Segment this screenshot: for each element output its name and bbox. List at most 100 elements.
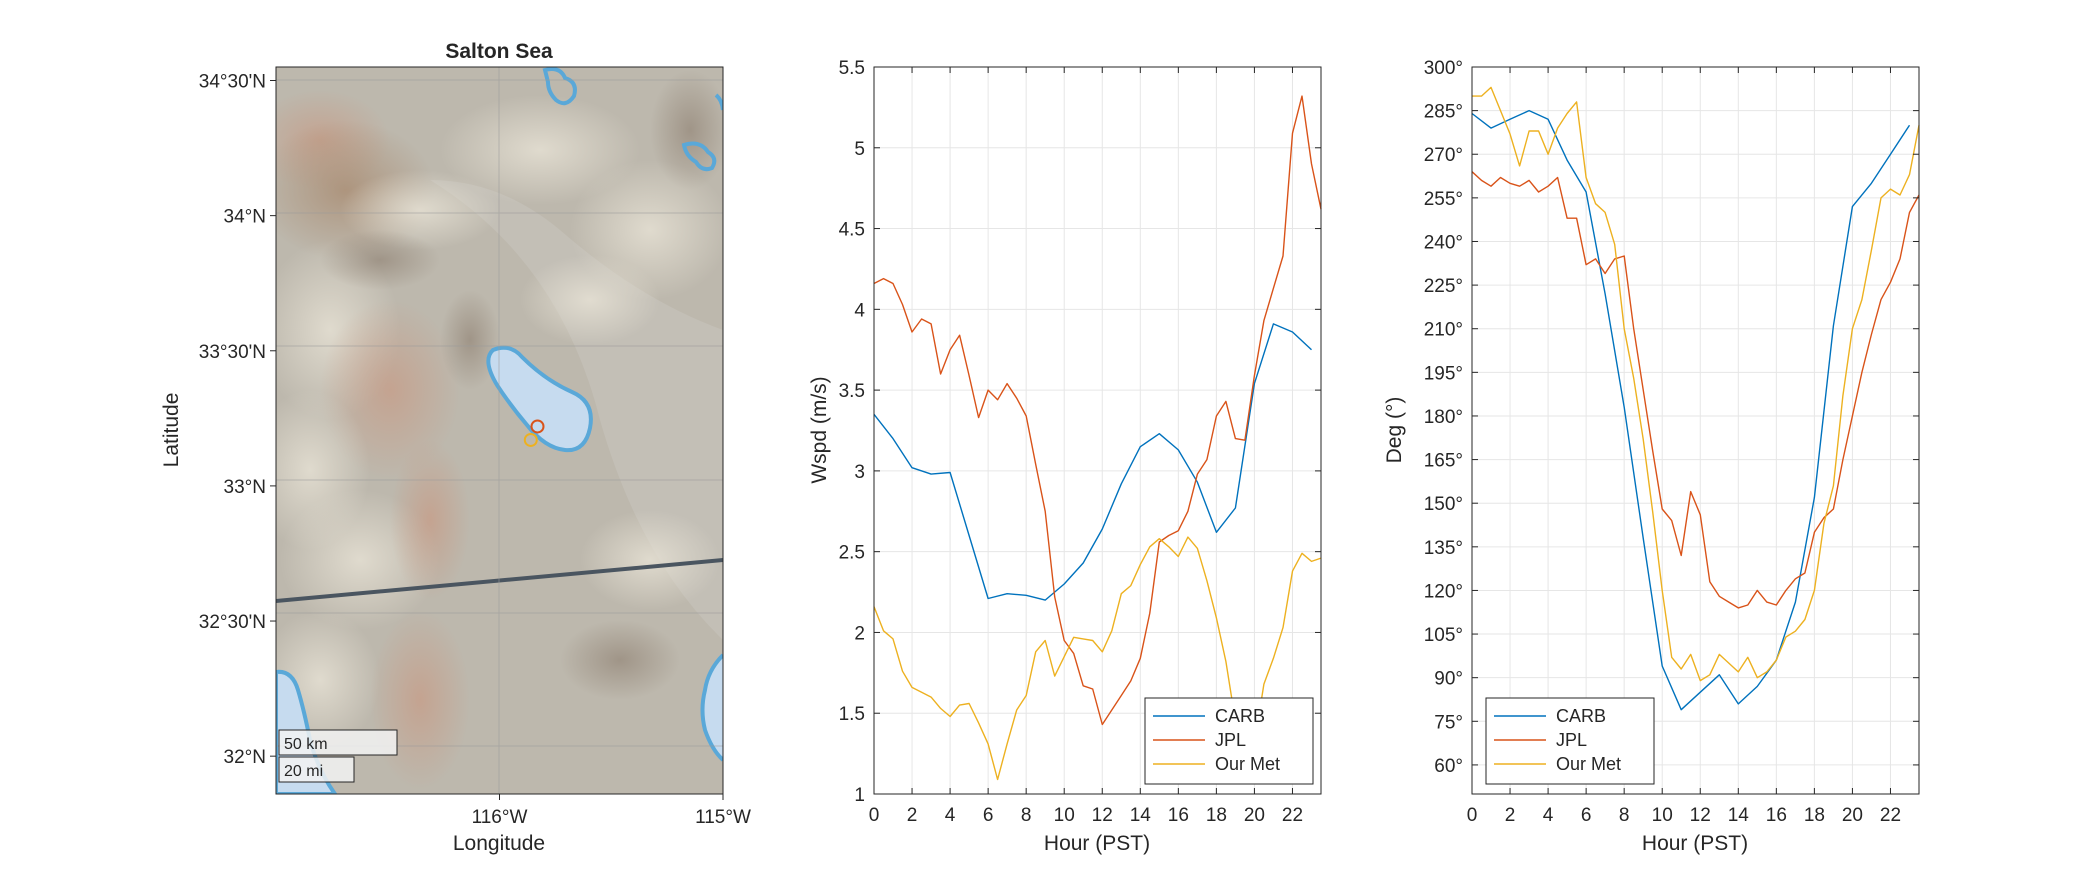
wind-direction-ticks: 0 2 4 6 8 10 12 14 16 18 20 22 60° 75° 90° 105° 120° 135°… [1424, 58, 1919, 826]
y-tick-label: 2.5 [839, 543, 865, 564]
wind-speed-panel: 0 2 4 6 8 10 12 14 16 18 20 2211.522.533.544.555.5 … [808, 58, 1322, 855]
map-basemap[interactable] [250, 67, 730, 794]
ridge-shading [520, 255, 660, 345]
wind-direction-xlabel: Hour (PST) [1642, 832, 1748, 855]
lon-tick-label: 115°W [695, 807, 751, 828]
y-tick-label: 270° [1424, 145, 1463, 166]
y-tick-label: 90° [1434, 669, 1463, 690]
x-tick-label: 6 [1581, 805, 1592, 826]
y-tick-label: 4 [854, 300, 865, 321]
ridge-shading [440, 95, 640, 205]
legend-label: JPL [1556, 730, 1587, 750]
map-xlabel: Longitude [453, 832, 545, 855]
station-marker-our-met[interactable] [523, 432, 538, 447]
lon-tick-label: 116°W [472, 807, 528, 828]
map-scalebar: 50 km 20 mi [278, 729, 398, 783]
lat-tick-label: 33°N [224, 477, 266, 498]
x-tick-label: 20 [1244, 805, 1265, 826]
wind-direction-axes-box [1471, 66, 1920, 795]
lat-tick-label: 34°N [224, 207, 266, 228]
legend-box [1144, 697, 1314, 785]
y-tick-label: 225° [1424, 276, 1463, 297]
ridge-shading [370, 610, 470, 790]
y-tick-label: 255° [1424, 189, 1463, 210]
x-tick-label: 22 [1880, 805, 1901, 826]
ridge-shading [580, 510, 720, 610]
y-tick-label: 1 [854, 785, 865, 806]
ridge-shading [650, 70, 723, 190]
x-tick-label: 6 [983, 805, 994, 826]
x-tick-label: 10 [1652, 805, 1673, 826]
wind-speed-axes-box [873, 66, 1322, 795]
wind-direction-legend[interactable]: CARB JPL Our Met [1485, 697, 1655, 785]
series-line-carb[interactable] [873, 323, 1312, 601]
x-tick-label: 18 [1804, 805, 1825, 826]
legend-label: JPL [1215, 730, 1246, 750]
y-tick-label: 180° [1424, 407, 1463, 428]
lake-outline [681, 141, 717, 172]
y-tick-label: 1.5 [839, 704, 865, 725]
wind-direction-ylabel: Deg (°) [1383, 397, 1406, 464]
wind-speed-xlabel: Hour (PST) [1044, 832, 1150, 855]
map-ylabel: Latitude [160, 393, 183, 468]
scalebar-km-label: 50 km [284, 736, 328, 753]
legend-label: CARB [1556, 706, 1606, 726]
scalebar-mi-box [278, 756, 355, 783]
x-tick-label: 4 [1543, 805, 1554, 826]
x-tick-label: 16 [1168, 805, 1189, 826]
map-latitude-ticks: 32°N 32°30'N 33°N 33°30'N 34°N 34°30'N [199, 72, 276, 768]
y-tick-label: 135° [1424, 538, 1463, 559]
y-tick-label: 240° [1424, 232, 1463, 253]
x-tick-label: 8 [1619, 805, 1630, 826]
series-line-our-met[interactable] [1472, 86, 1920, 682]
ridge-shading [320, 230, 440, 290]
y-tick-label: 285° [1424, 102, 1463, 123]
x-tick-label: 0 [869, 805, 880, 826]
y-tick-label: 105° [1424, 625, 1463, 646]
map-longitude-ticks: 116°W 115°W [472, 794, 751, 828]
x-tick-label: 12 [1092, 805, 1113, 826]
x-tick-label: 12 [1690, 805, 1711, 826]
y-tick-label: 4.5 [839, 220, 865, 241]
wind-speed-legend[interactable]: CARB JPL Our Met [1144, 697, 1314, 785]
scalebar-km-box [278, 729, 398, 756]
legend-label: CARB [1215, 706, 1265, 726]
y-tick-label: 5 [854, 139, 865, 160]
y-tick-label: 60° [1434, 756, 1463, 777]
x-tick-label: 4 [945, 805, 956, 826]
ridge-shading [390, 440, 470, 600]
x-tick-label: 2 [907, 805, 918, 826]
lat-tick-label: 33°30'N [199, 342, 266, 363]
x-tick-label: 18 [1206, 805, 1227, 826]
series-line-carb[interactable] [1471, 109, 1911, 711]
legend-label: Our Met [1215, 754, 1280, 774]
lat-tick-label: 34°30'N [199, 72, 266, 93]
x-tick-label: 10 [1054, 805, 1075, 826]
river-outline [700, 653, 723, 762]
x-tick-label: 22 [1282, 805, 1303, 826]
x-tick-label: 16 [1766, 805, 1787, 826]
y-tick-label: 195° [1424, 363, 1463, 384]
series-line-jpl[interactable] [1471, 171, 1920, 609]
scalebar-mi-label: 20 mi [284, 763, 323, 780]
map-markers [523, 419, 545, 447]
y-tick-label: 3 [854, 462, 865, 483]
wind-speed-ticks: 0 2 4 6 8 10 12 14 16 18 20 22 1 1.5 2 2.5 3 3.5 4 4.5 5 5.5 [839, 58, 1321, 826]
y-tick-label: 210° [1424, 320, 1463, 341]
y-tick-label: 3.5 [839, 381, 865, 402]
legend-box [1485, 697, 1655, 785]
x-tick-label: 8 [1021, 805, 1032, 826]
lat-tick-label: 32°N [224, 747, 266, 768]
legend-label: Our Met [1556, 754, 1621, 774]
lake-outline [542, 67, 577, 106]
y-tick-label: 300° [1424, 58, 1463, 79]
series-line-jpl[interactable] [873, 95, 1322, 726]
lat-tick-label: 32°30'N [199, 612, 266, 633]
y-tick-label: 75° [1434, 712, 1463, 733]
map-title: Salton Sea [445, 40, 553, 63]
station-marker-jpl[interactable] [530, 419, 545, 434]
x-tick-label: 14 [1130, 805, 1152, 826]
wind-direction-plot-area [1472, 67, 1919, 794]
wind-direction-panel: 0 2 4 6 8 10 12 14 16 18 20 22 60° 75° 90° 105° 120° 135°… [1383, 58, 1920, 855]
